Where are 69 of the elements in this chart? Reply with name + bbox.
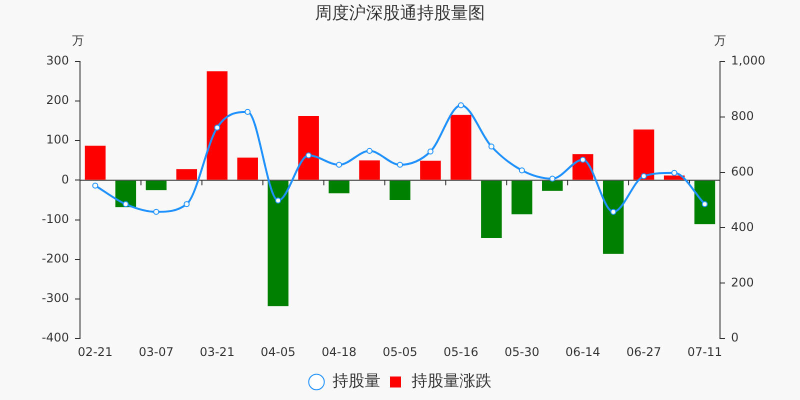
x-tick-label: 06-14 (565, 344, 600, 359)
point (702, 201, 708, 208)
point (244, 108, 251, 115)
y2-tick-label: 0 (731, 330, 739, 345)
y-tick-label: 300 (46, 54, 69, 68)
bar (450, 114, 472, 180)
point (184, 201, 190, 208)
point (366, 148, 373, 154)
y-tick-label: 0 (61, 172, 69, 186)
point (336, 162, 342, 168)
point (153, 208, 160, 215)
point (122, 201, 129, 208)
x-tick-label: 04-05 (260, 344, 296, 359)
point (397, 162, 403, 168)
x-tick-label: 05-16 (444, 344, 478, 359)
bar (84, 146, 106, 180)
point (214, 124, 220, 131)
bar (359, 160, 380, 180)
point (92, 182, 98, 189)
x-tick-label: 02-21 (78, 344, 113, 359)
point (640, 173, 647, 180)
point (610, 208, 616, 215)
y-tick-label: 100 (46, 132, 69, 147)
y2-tick-label: 200 (731, 275, 754, 290)
y-tick-label: -300 (42, 291, 69, 306)
point (275, 198, 282, 204)
point (580, 156, 586, 163)
bar (176, 169, 198, 180)
chart-title: 周度沪深股通持股量图 (315, 4, 485, 24)
bar (146, 180, 167, 190)
y2-tick-label: 800 (731, 108, 754, 123)
bar (268, 180, 288, 306)
y-tick-label: -200 (42, 252, 69, 266)
y2-tick-label: 400 (731, 220, 754, 234)
x-tick-label: 05-05 (382, 344, 418, 359)
legend-label: 持股量 (332, 371, 380, 390)
bar (602, 180, 624, 254)
x-tick-label: 04-18 (322, 344, 356, 359)
point (518, 167, 525, 174)
bar (298, 116, 319, 180)
point (549, 176, 556, 182)
bar (481, 180, 502, 238)
bar (542, 180, 563, 191)
y-tick-label: -400 (42, 330, 69, 345)
point (458, 102, 464, 108)
y-axis-title: 万 (72, 34, 84, 48)
x-tick-label: 05-30 (504, 344, 540, 359)
y2-tick-label: 600 (731, 164, 754, 178)
bar (420, 160, 441, 180)
bar (633, 130, 654, 180)
bar (694, 180, 716, 224)
x-tick-label: 07-11 (687, 344, 722, 359)
point (306, 152, 312, 158)
point (671, 170, 678, 176)
point (488, 144, 494, 150)
x-tick-label: 03-07 (138, 344, 174, 359)
x-tick-label: 03-21 (200, 344, 235, 359)
y2-tick-label: 1,000 (731, 54, 766, 68)
bar (512, 180, 532, 214)
y2-axis-title: 万 (714, 34, 726, 48)
point (427, 148, 434, 154)
bar (390, 180, 410, 200)
bar (328, 180, 350, 194)
y-tick-label: -100 (42, 212, 69, 226)
bar (206, 71, 228, 180)
bar (237, 158, 258, 180)
x-tick-label: 06-27 (626, 344, 662, 359)
legend-label: 持股量涨跌 (412, 371, 492, 390)
y-tick-label: 200 (46, 93, 69, 108)
